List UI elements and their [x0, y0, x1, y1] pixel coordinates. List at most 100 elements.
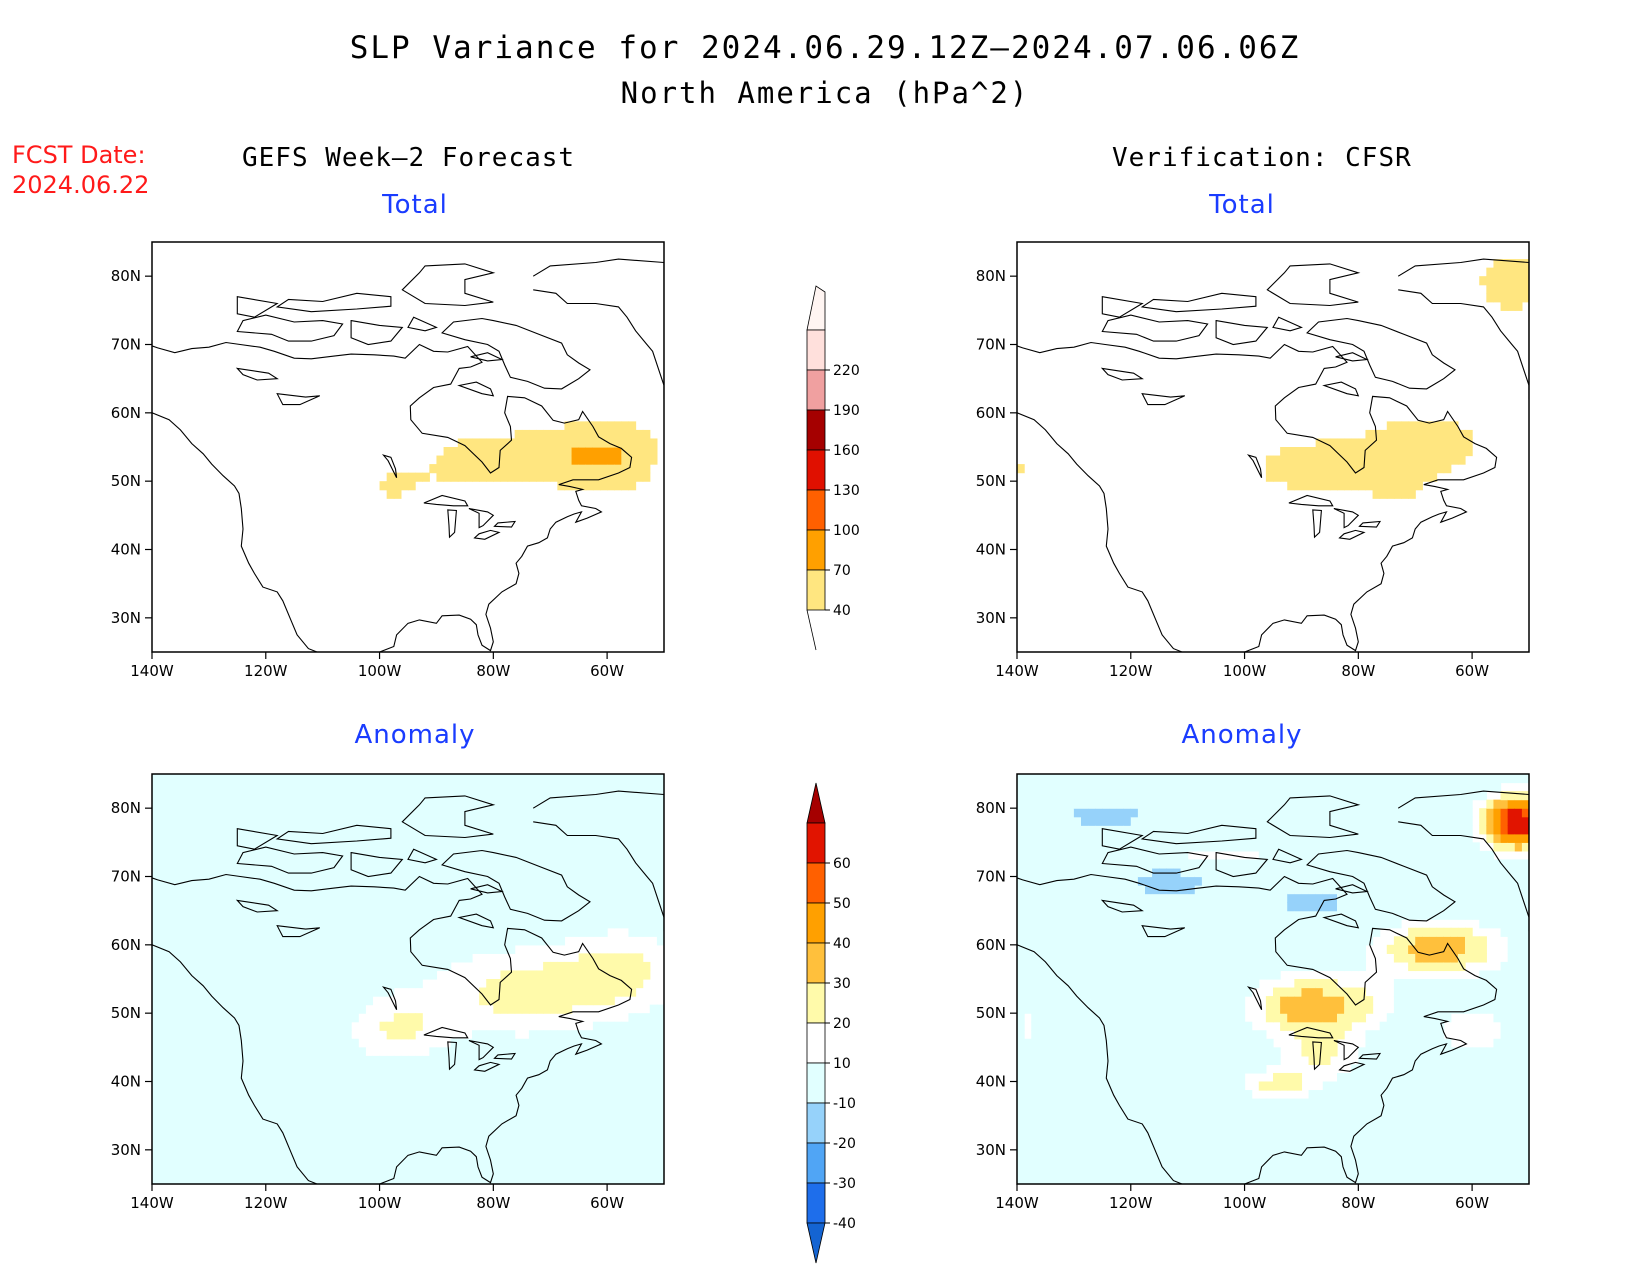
lon-tick-label: 140W: [995, 662, 1039, 680]
colorbar-label: 10: [833, 1056, 851, 1072]
colorbar-label: 100: [833, 523, 860, 539]
shaded-field: [1017, 259, 1529, 499]
colorbar-swatch: [806, 329, 826, 371]
panel-label-gefs-total: Total: [382, 190, 448, 220]
colorbar-swatch: [806, 449, 826, 491]
shaded-field: [152, 774, 664, 1184]
colorbar-swatch: [806, 1062, 826, 1104]
colorbar-label: -20: [833, 1136, 856, 1152]
lon-tick-label: 100W: [1223, 662, 1267, 680]
colorbar-swatch: [806, 1102, 826, 1144]
lon-tick-label: 100W: [358, 1194, 402, 1212]
lat-tick-label: 70N: [111, 868, 141, 886]
lon-tick-label: 100W: [1223, 1194, 1267, 1212]
lat-tick-label: 30N: [976, 1141, 1006, 1159]
colorbar-label: 60: [833, 856, 851, 872]
lat-tick-label: 60N: [111, 936, 141, 954]
lat-tick-label: 50N: [111, 472, 141, 490]
lon-tick-label: 120W: [1109, 662, 1153, 680]
colorbar-swatch: [806, 1022, 826, 1064]
coastlines: [1017, 790, 1529, 1184]
column-heading-cfsr: Verification: CFSR: [1112, 143, 1412, 173]
colorbar-label: -30: [833, 1176, 856, 1192]
map-panel-gefs-total: 140W 120W 100W 80W 60W 80N 70N 60N 50N 40N 30N: [111, 241, 665, 680]
coastlines: [152, 258, 664, 652]
map-frame: [1016, 241, 1530, 653]
lon-tick-label: 80W: [476, 662, 510, 680]
lat-tick-label: 30N: [976, 609, 1006, 627]
lon-tick-label: 60W: [590, 1194, 624, 1212]
lon-tick-label: 120W: [244, 662, 288, 680]
shaded-field: [1017, 774, 1529, 1184]
lon-tick-label: 120W: [1109, 1194, 1153, 1212]
colorbar-swatch: [806, 942, 826, 984]
lat-tick-label: 60N: [976, 936, 1006, 954]
main-subtitle: North America (hPa^2): [620, 76, 1030, 110]
lon-tick-label: 140W: [130, 662, 174, 680]
colorbar-label: 40: [833, 603, 851, 619]
coastlines: [1017, 258, 1529, 652]
lat-tick-label: 40N: [976, 1073, 1006, 1091]
colorbar-label: 220: [833, 363, 860, 379]
lat-tick-label: 60N: [976, 404, 1006, 422]
map-panel-cfsr-total: 140W 120W 100W 80W 60W 80N 70N 60N 50N 40N 30N: [976, 241, 1530, 680]
lat-tick-label: 50N: [976, 1004, 1006, 1022]
lon-tick-label: 60W: [1455, 1194, 1489, 1212]
panel-label-gefs-anomaly: Anomaly: [354, 720, 476, 750]
map-frame: [151, 773, 665, 1185]
lat-tick-label: 50N: [111, 1004, 141, 1022]
fcst-date-label: FCST Date:: [12, 141, 146, 169]
colorbar-swatch: [806, 489, 826, 531]
lat-tick-label: 30N: [111, 609, 141, 627]
colorbar-label: 30: [833, 976, 851, 992]
colorbar-swatch: [806, 569, 826, 611]
colorbar-swatch: [806, 982, 826, 1024]
lon-tick-label: 80W: [1341, 1194, 1375, 1212]
coastlines: [152, 790, 664, 1184]
shaded-field: [379, 421, 658, 499]
lat-tick-label: 70N: [111, 336, 141, 354]
panel-label-cfsr-total: Total: [1209, 190, 1275, 220]
fcst-date-value: 2024.06.22: [12, 171, 150, 199]
lon-tick-label: 100W: [358, 662, 402, 680]
lat-tick-label: 80N: [111, 267, 141, 285]
colorbar-label: 20: [833, 1016, 851, 1032]
lat-tick-label: 80N: [111, 799, 141, 817]
colorbar-swatch: [806, 285, 826, 331]
lon-tick-label: 80W: [476, 1194, 510, 1212]
colorbar-swatch: [806, 1222, 826, 1264]
colorbar-label: -40: [833, 1216, 856, 1232]
column-heading-gefs: GEFS Week–2 Forecast: [242, 143, 576, 173]
colorbar-swatch: [806, 1142, 826, 1184]
lat-tick-label: 40N: [111, 1073, 141, 1091]
colorbar-label: 40: [833, 936, 851, 952]
lon-tick-label: 60W: [1455, 662, 1489, 680]
colorbar-label: 70: [833, 563, 851, 579]
lat-tick-label: 30N: [111, 1141, 141, 1159]
colorbar-label: -10: [833, 1096, 856, 1112]
colorbar-label: 160: [833, 443, 860, 459]
lat-tick-label: 80N: [976, 267, 1006, 285]
lat-tick-label: 70N: [976, 336, 1006, 354]
lon-tick-label: 60W: [590, 662, 624, 680]
main-title: SLP Variance for 2024.06.29.12Z–2024.07.…: [349, 30, 1301, 66]
panel-label-cfsr-anomaly: Anomaly: [1181, 720, 1303, 750]
colorbar-swatch: [806, 822, 826, 864]
lon-tick-label: 140W: [995, 1194, 1039, 1212]
lat-tick-label: 60N: [111, 404, 141, 422]
colorbar-swatch: [806, 782, 826, 824]
map-frame: [1016, 773, 1530, 1185]
map-panel-cfsr-anomaly: 140W 120W 100W 80W 60W 80N 70N 60N 50N 40N 30N: [976, 773, 1530, 1212]
lon-tick-label: 80W: [1341, 662, 1375, 680]
colorbar-anomaly: -40 -30 -20 -10 10 20 30 40 50 60: [806, 782, 856, 1264]
map-frame: [151, 241, 665, 653]
colorbar-swatch: [806, 369, 826, 411]
colorbar-swatch: [806, 902, 826, 944]
lon-tick-label: 120W: [244, 1194, 288, 1212]
fcst-date-block: FCST Date: 2024.06.22: [12, 140, 149, 200]
colorbar-total: 40 70 100 130 160 190 220: [806, 285, 860, 651]
lat-tick-label: 40N: [111, 541, 141, 559]
colorbar-label: 50: [833, 896, 851, 912]
lat-tick-label: 80N: [976, 799, 1006, 817]
lon-tick-label: 140W: [130, 1194, 174, 1212]
